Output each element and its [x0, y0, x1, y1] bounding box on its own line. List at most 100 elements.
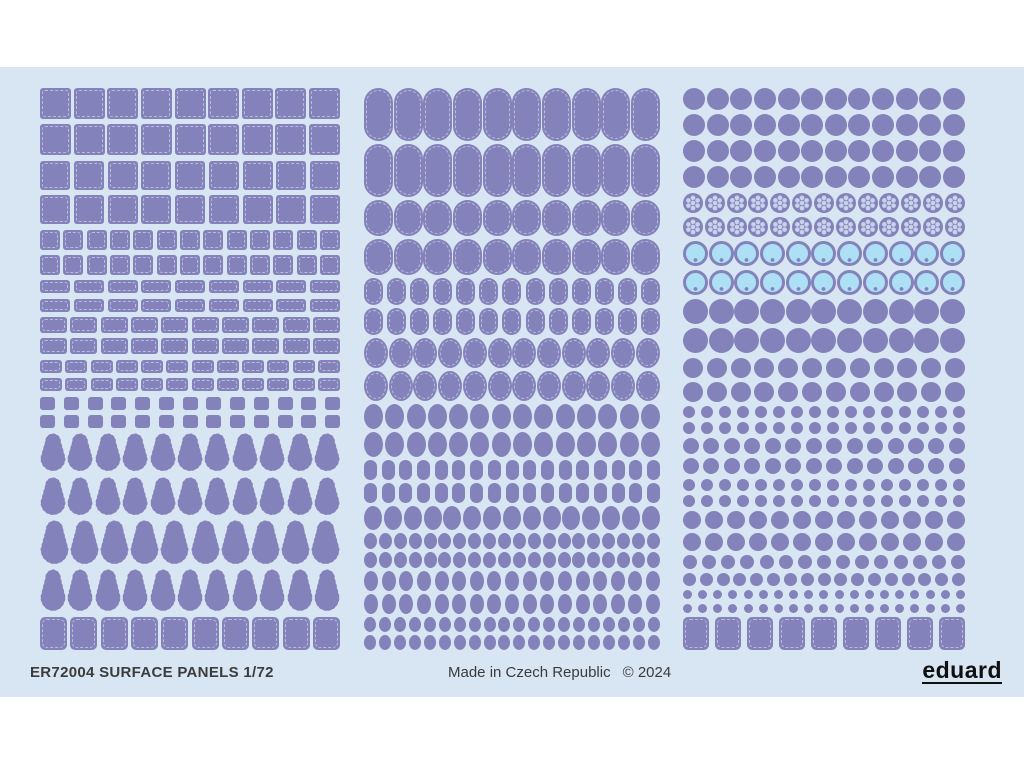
teardrop-panel-shape	[150, 569, 176, 612]
pill-panel-shape	[523, 460, 537, 480]
circle-panel-shape	[901, 573, 915, 587]
pill-panel-shape	[399, 483, 413, 503]
oval-panel-shape	[635, 338, 660, 368]
oval-panel-shape	[513, 432, 533, 457]
circle-panel-shape	[740, 555, 755, 570]
perforated-disc-shape	[923, 192, 944, 213]
ring-lens-shape	[914, 240, 940, 266]
square-panel-shape	[310, 195, 340, 225]
circle-panel-shape	[849, 357, 870, 378]
pill-panel-shape	[540, 483, 554, 503]
pill-panel-shape	[640, 308, 660, 335]
shape-row	[40, 414, 340, 428]
square-panel-shape	[133, 254, 154, 275]
square-panel-shape	[241, 124, 273, 156]
shape-row	[683, 405, 965, 418]
pill-panel-shape	[571, 278, 591, 305]
pill-panel-shape	[470, 483, 484, 503]
teardrop-panel-shape	[232, 569, 258, 612]
shape-row	[683, 438, 965, 455]
square-panel-shape	[135, 396, 150, 410]
circle-panel-shape	[887, 458, 904, 475]
teardrop-panel-shape	[95, 569, 121, 612]
pill-panel-shape	[393, 144, 423, 197]
oval-panel-shape	[632, 617, 645, 632]
pill-panel-shape	[630, 200, 660, 236]
circle-panel-shape	[897, 357, 918, 378]
circle-panel-shape	[919, 114, 942, 137]
teardrop-panel-shape	[40, 569, 66, 612]
square-panel-shape	[40, 229, 60, 250]
square-panel-shape	[40, 195, 70, 225]
pill-panel-shape	[364, 144, 393, 197]
oval-panel-shape	[646, 552, 660, 568]
rectangle-panel-shape	[282, 338, 310, 355]
ring-lens-shape	[683, 270, 708, 296]
circle-panel-shape	[706, 357, 727, 378]
pill-panel-shape	[558, 460, 572, 480]
circle-panel-shape	[834, 590, 844, 600]
pill-panel-shape	[452, 483, 466, 503]
oval-panel-shape	[438, 533, 452, 549]
teardrop-panel-shape	[122, 477, 148, 515]
circle-panel-shape	[914, 299, 940, 325]
rectangle-panel-shape	[141, 378, 164, 392]
oval-panel-shape	[646, 533, 660, 549]
oval-panel-shape	[512, 552, 526, 568]
square-panel-shape	[301, 396, 317, 410]
square-panel-shape	[276, 160, 307, 190]
teardrop-panel-shape	[67, 569, 93, 612]
shape-row	[364, 144, 660, 197]
oval-panel-shape	[378, 617, 391, 632]
perforated-disc-shape	[857, 192, 878, 213]
circle-panel-shape	[935, 494, 947, 507]
ring-lens-shape	[862, 240, 888, 266]
circle-panel-shape	[734, 299, 760, 325]
rectangle-panel-shape	[267, 378, 290, 392]
shape-row	[40, 477, 340, 515]
circle-panel-shape	[867, 458, 884, 475]
pill-panel-shape	[571, 200, 601, 236]
oval-panel-shape	[381, 594, 396, 614]
shape-row	[364, 338, 660, 368]
pill-panel-shape	[617, 308, 637, 335]
shape-row	[683, 590, 965, 600]
pill-panel-shape	[571, 88, 601, 141]
rectangle-panel-shape	[317, 359, 340, 373]
shape-row	[683, 422, 965, 435]
pill-panel-shape	[594, 308, 614, 335]
square-panel-shape	[309, 124, 340, 156]
oval-panel-shape	[483, 617, 496, 632]
circle-panel-shape	[848, 166, 871, 189]
circle-panel-shape	[834, 573, 848, 587]
pill-panel-shape	[482, 144, 512, 197]
teardrop-panel-shape	[287, 433, 313, 472]
square-panel-shape	[208, 160, 239, 190]
circle-panel-shape	[791, 478, 803, 491]
circle-panel-shape	[802, 381, 823, 402]
circle-panel-shape	[925, 603, 935, 613]
teardrop-panel-shape	[40, 520, 69, 564]
oval-panel-shape	[640, 404, 660, 429]
pill-panel-shape	[487, 483, 501, 503]
rectangle-panel-shape	[191, 338, 219, 355]
rectangle-panel-shape	[310, 280, 340, 294]
square-panel-shape	[109, 254, 130, 275]
perforated-disc-shape	[879, 192, 900, 213]
circle-panel-shape	[703, 458, 720, 475]
circle-panel-shape	[723, 438, 740, 455]
square-panel-shape	[242, 195, 273, 225]
shape-row	[683, 328, 965, 354]
circle-panel-shape	[683, 381, 703, 402]
rounded-square-panel-shape	[191, 616, 219, 650]
circle-panel-shape	[727, 510, 745, 529]
circle-panel-shape	[819, 590, 829, 600]
made-in-text: Made in Czech Republic © 2024	[448, 664, 671, 681]
circle-panel-shape	[771, 532, 789, 551]
circle-panel-shape	[713, 603, 723, 613]
square-panel-shape	[135, 414, 150, 428]
oval-panel-shape	[483, 635, 496, 650]
pill-panel-shape	[482, 88, 512, 141]
pill-panel-shape	[640, 278, 660, 305]
circle-panel-shape	[778, 381, 799, 402]
